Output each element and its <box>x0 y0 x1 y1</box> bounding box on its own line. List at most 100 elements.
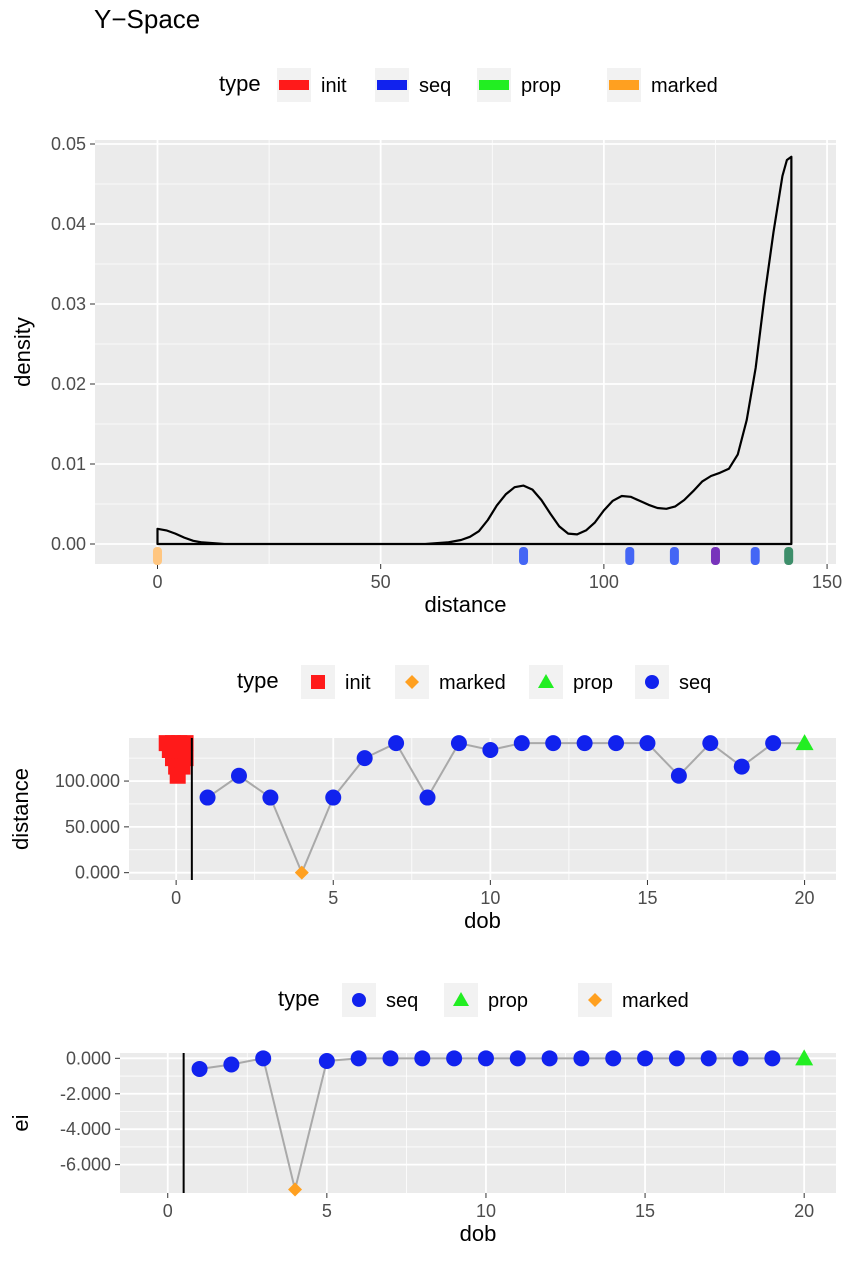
legend-label: init <box>345 672 371 694</box>
x-tick-label: 5 <box>322 1201 332 1221</box>
seq-point <box>764 1050 781 1067</box>
seq-point <box>199 789 216 806</box>
legend-label: seq <box>386 990 418 1012</box>
legend-label: prop <box>521 75 561 97</box>
marked-point <box>294 865 309 880</box>
seq-point <box>509 1050 526 1067</box>
x-tick-label: 50 <box>371 572 391 592</box>
x-tick-label: 100 <box>589 572 619 592</box>
seq-point <box>668 1050 685 1067</box>
x-tick-label: 20 <box>795 888 815 908</box>
seq-point <box>255 1050 272 1067</box>
x-tick-label: 10 <box>480 888 500 908</box>
seq-point <box>230 767 247 784</box>
legend-key-marked <box>405 675 419 689</box>
seq-point <box>545 735 562 752</box>
legend-key-prop <box>453 992 469 1006</box>
seq-point <box>318 1052 335 1069</box>
seq-point <box>576 735 593 752</box>
legend-label: marked <box>439 672 506 694</box>
x-axis-label: dob <box>464 908 501 933</box>
y-axis-label: ei <box>8 1114 33 1131</box>
legend-key-seq <box>352 993 366 1007</box>
rug-mark-seq-prop <box>784 547 794 565</box>
seq-point <box>513 735 530 752</box>
y-tick-label: 50.000 <box>65 817 120 837</box>
legend-key-init <box>279 80 309 90</box>
y-tick-label: 100.000 <box>55 771 120 791</box>
x-tick-label: 0 <box>171 888 181 908</box>
legend-title: type <box>219 71 261 96</box>
marked-point <box>288 1182 303 1197</box>
x-axis-label: distance <box>425 592 507 617</box>
legend-title: type <box>237 668 279 693</box>
density-chart: type init seq prop marked 0 50 100 150 0.00 0.01 0.… <box>10 68 842 617</box>
x-tick-label: 15 <box>637 888 657 908</box>
seq-point <box>446 1050 463 1067</box>
seq-point <box>482 742 499 759</box>
distance-chart: type init marked prop seq 0 5 10 15 20 0.000 50.000… <box>8 665 836 933</box>
y-tick-label: 0.02 <box>51 374 86 394</box>
seq-point <box>702 735 719 752</box>
seq-point <box>191 1060 208 1077</box>
legend-key-seq <box>645 675 659 689</box>
legend-label: marked <box>651 75 718 97</box>
seq-point <box>350 1050 367 1067</box>
rug-mark-seq <box>750 547 760 565</box>
legend-label: seq <box>419 75 451 97</box>
rug-mark-seq <box>519 547 529 565</box>
legend-title: type <box>278 986 320 1011</box>
y-tick-label: -4.000 <box>60 1119 111 1139</box>
init-point <box>169 767 186 784</box>
seq-point <box>573 1050 590 1067</box>
page-title: Y−Space <box>94 4 201 34</box>
prop-point <box>795 1049 814 1066</box>
x-tick-label: 0 <box>163 1201 173 1221</box>
seq-point <box>605 1050 622 1067</box>
legend-label: prop <box>488 990 528 1012</box>
legend-key-marked <box>588 993 602 1007</box>
seq-point <box>382 1050 399 1067</box>
ei-chart: type seq prop marked 0 5 10 15 20 0.000 -2.000 -4.0… <box>8 983 836 1246</box>
legend-key-seq <box>377 80 407 90</box>
x-tick-label: 15 <box>635 1201 655 1221</box>
legend-key-prop <box>538 674 554 688</box>
rug-mark-seq-init <box>710 547 720 565</box>
y-tick-label: 0.03 <box>51 294 86 314</box>
x-tick-label: 0 <box>152 572 162 592</box>
seq-point <box>637 1050 654 1067</box>
x-tick-label: 10 <box>476 1201 496 1221</box>
seq-point <box>541 1050 558 1067</box>
y-tick-label: 0.00 <box>51 534 86 554</box>
plot-panel <box>120 1053 836 1193</box>
seq-point <box>223 1056 240 1073</box>
seq-point <box>325 789 342 806</box>
seq-point <box>414 1050 431 1067</box>
y-tick-label: 0.000 <box>66 1048 111 1068</box>
seq-point <box>608 735 625 752</box>
seq-point <box>733 758 750 775</box>
plot-panel <box>129 738 836 880</box>
legend-label: marked <box>622 990 689 1012</box>
legend-key-marked <box>609 80 639 90</box>
rug-mark-seq <box>625 547 635 565</box>
legend-label: prop <box>573 672 613 694</box>
y-tick-label: 0.05 <box>51 134 86 154</box>
seq-point <box>450 735 467 752</box>
y-tick-label: 0.04 <box>51 214 86 234</box>
x-tick-label: 20 <box>794 1201 814 1221</box>
seq-point <box>700 1050 717 1067</box>
seq-point <box>477 1050 494 1067</box>
y-tick-label: -6.000 <box>60 1155 111 1175</box>
legend-key-prop <box>479 80 509 90</box>
y-tick-label: 0.000 <box>75 863 120 883</box>
seq-point <box>356 750 373 767</box>
legend-label: seq <box>679 672 711 694</box>
seq-point <box>732 1050 749 1067</box>
y-axis-label: distance <box>8 768 33 850</box>
plot-panel <box>95 140 836 564</box>
x-tick-label: 5 <box>328 888 338 908</box>
y-axis-label: density <box>10 317 35 387</box>
seq-point <box>639 735 656 752</box>
rug-mark-marked <box>152 547 162 565</box>
